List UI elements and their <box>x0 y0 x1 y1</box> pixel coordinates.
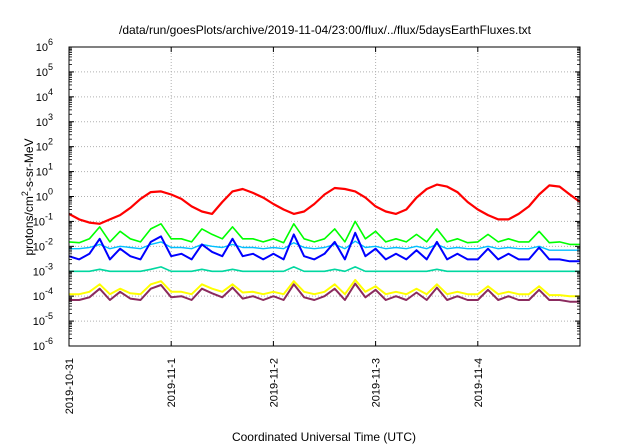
series-line-3 <box>69 240 580 251</box>
series-line-6 <box>69 278 580 298</box>
series-line-5 <box>69 266 580 273</box>
series-lines <box>68 183 581 303</box>
y-tick-label: 105 <box>36 62 53 79</box>
y-axis-title-exponent: 2 <box>20 191 30 196</box>
y-axis-title: protons/cm2-s-sr-MeV <box>20 138 36 255</box>
y-tick-label: 103 <box>36 112 53 129</box>
x-tick-label: 2019-10-31 <box>64 358 76 414</box>
y-tick-label: 100 <box>36 187 53 204</box>
x-tick-label: 2019-11-2 <box>268 358 280 407</box>
y-tick-label: 101 <box>36 162 53 179</box>
y-tick-label: 10-1 <box>33 211 53 228</box>
series-line-4 <box>68 231 580 263</box>
y-tick-label: 10-2 <box>33 236 53 253</box>
series-line-2 <box>68 220 580 246</box>
y-tick-label: 104 <box>36 87 53 104</box>
y-tick-label: 10-4 <box>33 286 53 303</box>
y-axis-title-unit: -s-sr-MeV <box>22 138 36 191</box>
y-tick-label: 10-3 <box>33 261 53 278</box>
y-tick-label: 10-6 <box>33 336 53 353</box>
x-tick-label: 2019-11-4 <box>473 358 485 407</box>
series-line-1 <box>68 183 581 225</box>
axes: 106 105 104 103 102 101 100 10-1 10-2 10-3 10-4 10-… <box>33 37 580 414</box>
x-tick-label: 2019-11-3 <box>371 358 383 407</box>
y-tick-label: 106 <box>36 37 53 54</box>
chart-title: /data/run/goesPlots/archive/2019-11-04/2… <box>119 23 532 37</box>
x-tick-label: 2019-11-1 <box>166 358 178 407</box>
y-axis-title-main: protons/cm <box>22 196 36 255</box>
series-line-7 <box>69 282 580 303</box>
y-tick-label: 102 <box>36 137 53 154</box>
y-tick-label: 10-5 <box>33 311 53 328</box>
x-axis-title: Coordinated Universal Time (UTC) <box>232 430 416 444</box>
